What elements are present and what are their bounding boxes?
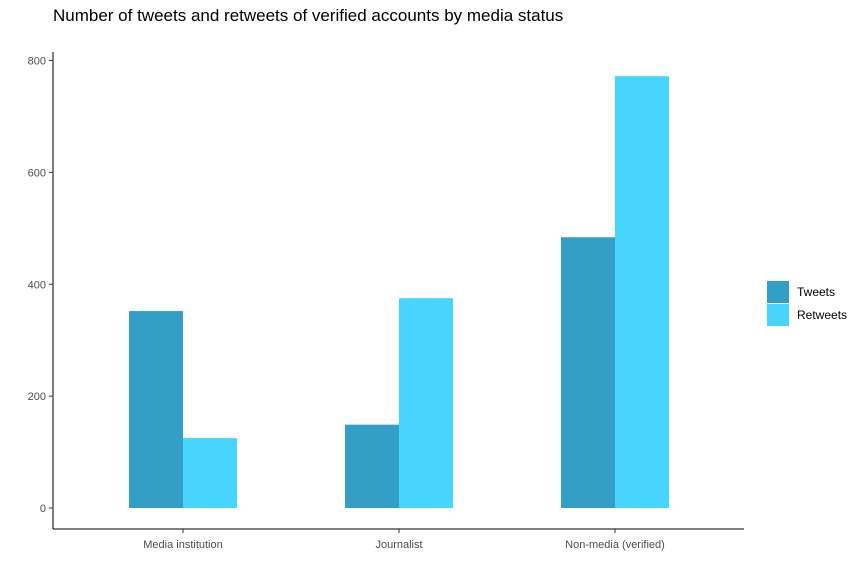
- legend-swatch: [767, 304, 789, 326]
- x-tick-label: Journalist: [375, 539, 422, 551]
- legend-label: Retweets: [797, 308, 848, 322]
- y-tick-label: 200: [28, 391, 46, 403]
- legend: Tweets Retweets: [767, 281, 847, 327]
- bar-retweets-2: [399, 298, 453, 508]
- legend-label: Tweets: [797, 285, 836, 299]
- bar-tweets-3: [561, 237, 615, 508]
- bar-tweets-1: [129, 311, 183, 508]
- x-tick-label: Media institution: [143, 539, 223, 551]
- x-tick-label: Non-media (verified): [565, 539, 665, 551]
- chart-title: Number of tweets and retweets of verifie…: [53, 6, 564, 25]
- y-tick-label: 600: [28, 167, 46, 179]
- bar-tweets-2: [345, 424, 399, 508]
- bars-layer: [129, 76, 669, 508]
- legend-swatch: [767, 281, 789, 303]
- y-tick-label: 800: [28, 56, 46, 68]
- y-tick-label: 0: [40, 503, 46, 515]
- axes-layer: 0 200 400 600 800 Media institution Journalist…: [28, 52, 744, 551]
- bar-retweets-1: [183, 438, 237, 508]
- bar-retweets-3: [615, 76, 669, 508]
- legend-item-retweets: Retweets: [767, 304, 847, 326]
- legend-item-tweets: Tweets: [767, 281, 847, 303]
- y-tick-label: 400: [28, 279, 46, 291]
